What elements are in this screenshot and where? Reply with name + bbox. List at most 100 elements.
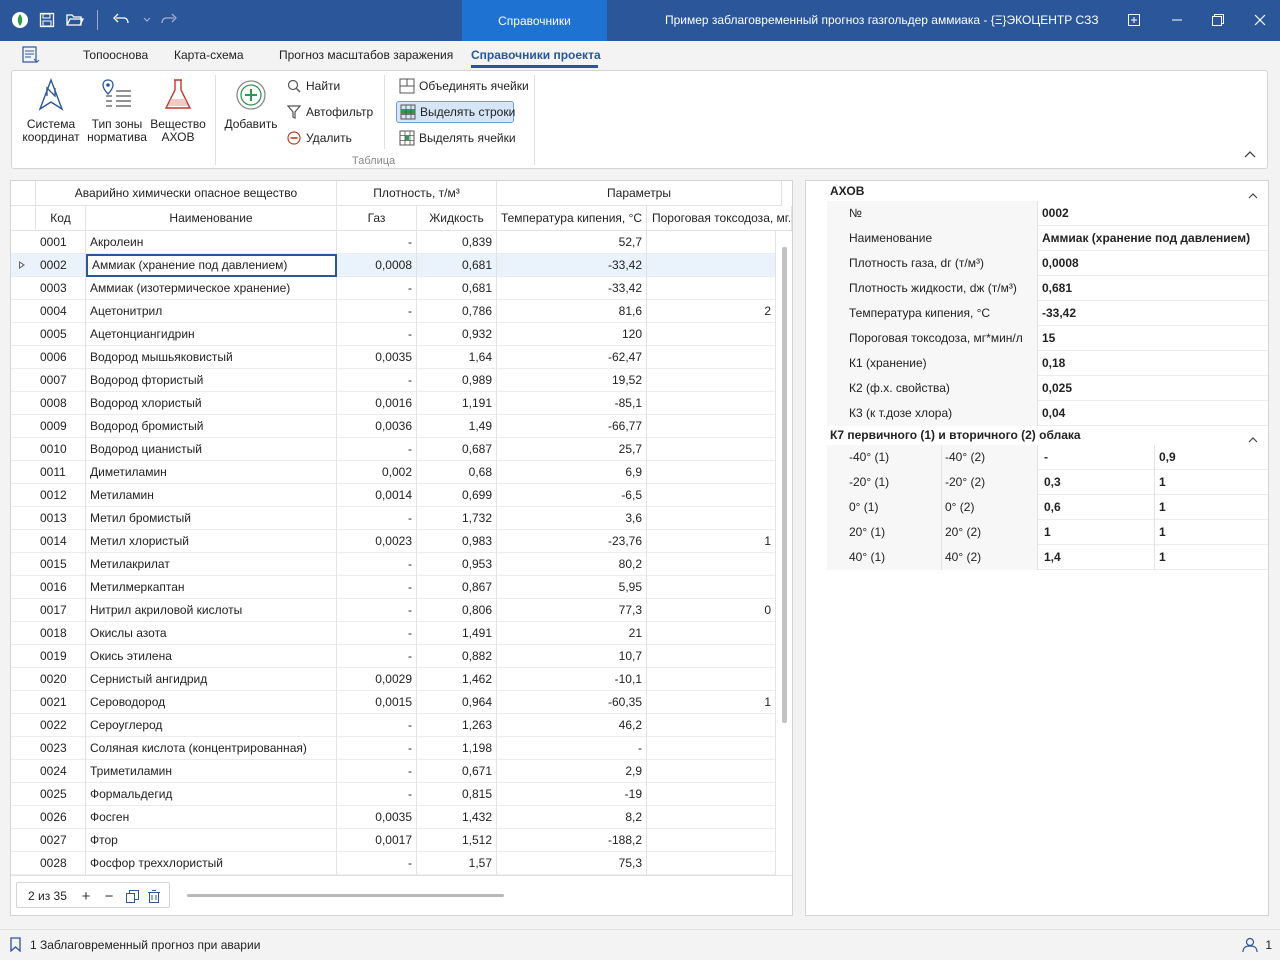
cell-gas[interactable]: 0,0035 — [337, 806, 417, 829]
table-row[interactable]: 0003 Аммиак (изотермическое хранение) -0,6… — [11, 277, 776, 300]
redo-icon[interactable] — [159, 10, 179, 30]
cell-code[interactable]: 0009 — [36, 415, 86, 438]
cell-liquid[interactable]: 0,964 — [417, 691, 497, 714]
cell-name[interactable]: Аммиак (хранение под давлением) — [86, 254, 337, 277]
undo-icon[interactable] — [111, 10, 131, 30]
cell-code[interactable]: 0005 — [36, 323, 86, 346]
open-folder-icon[interactable] — [65, 10, 85, 30]
cell-gas[interactable]: - — [337, 323, 417, 346]
col-header-boiling[interactable]: Температура кипения, °С — [497, 206, 647, 231]
cell-liquid[interactable]: 0,68 — [417, 461, 497, 484]
table-row[interactable]: 0001 Акролеин -0,839 52,7 — [11, 231, 776, 254]
cell-tox[interactable] — [647, 254, 776, 277]
merge-cells-button[interactable]: Объединять ячейки — [396, 75, 532, 97]
cell-code[interactable]: 0007 — [36, 369, 86, 392]
cell-liquid[interactable]: 0,681 — [417, 254, 497, 277]
cell-code[interactable]: 0014 — [36, 530, 86, 553]
cell-tox[interactable] — [647, 461, 776, 484]
horizontal-scrollbar[interactable] — [187, 894, 504, 897]
cell-code[interactable]: 0015 — [36, 553, 86, 576]
cell-tox[interactable] — [647, 438, 776, 461]
users-icon[interactable] — [1242, 937, 1260, 956]
k7-value[interactable]: 0,6 — [1038, 495, 1155, 520]
cell-tox[interactable] — [647, 783, 776, 806]
property-value[interactable]: Аммиак (хранение под давлением) — [1042, 231, 1251, 245]
k7-value[interactable]: 0,3 — [1038, 470, 1155, 495]
cell-boil[interactable]: 120 — [497, 323, 647, 346]
cell-gas[interactable]: 0,002 — [337, 461, 417, 484]
cell-code[interactable]: 0023 — [36, 737, 86, 760]
table-row[interactable]: 0018 Окислы азота -1,491 21 — [11, 622, 776, 645]
cell-tox[interactable] — [647, 576, 776, 599]
cell-boil[interactable]: 6,9 — [497, 461, 647, 484]
cell-boil[interactable]: -60,35 — [497, 691, 647, 714]
cell-liquid[interactable]: 0,699 — [417, 484, 497, 507]
property-row[interactable]: Плотность газа, dг (т/м³) 0,0008 — [827, 251, 1268, 276]
cell-code[interactable]: 0001 — [36, 231, 86, 254]
cell-liquid[interactable]: 1,57 — [417, 852, 497, 875]
remove-record-icon[interactable]: − — [104, 887, 114, 905]
cell-tox[interactable] — [647, 369, 776, 392]
table-row[interactable]: 0027 Фтор 0,0017 1,512 -188,2 — [11, 829, 776, 852]
table-row[interactable]: 0009 Водород бромистый 0,0036 1,49 -66,77 — [11, 415, 776, 438]
cell-code[interactable]: 0024 — [36, 760, 86, 783]
cell-liquid[interactable]: 1,198 — [417, 737, 497, 760]
table-row[interactable]: 0022 Сероуглерод -1,263 46,2 — [11, 714, 776, 737]
cell-boil[interactable]: 10,7 — [497, 645, 647, 668]
cell-liquid[interactable]: 1,512 — [417, 829, 497, 852]
cell-boil[interactable]: -33,42 — [497, 254, 647, 277]
cell-gas[interactable]: - — [337, 300, 417, 323]
ribbon-display-icon[interactable] — [1124, 10, 1144, 30]
cell-name[interactable]: Сероводород — [86, 691, 337, 714]
cell-boil[interactable]: -33,42 — [497, 277, 647, 300]
property-value[interactable]: -33,42 — [1042, 306, 1077, 320]
cell-liquid[interactable]: 1,491 — [417, 622, 497, 645]
cell-name[interactable]: Фосген — [86, 806, 337, 829]
cell-code[interactable]: 0013 — [36, 507, 86, 530]
save-icon[interactable] — [37, 10, 57, 30]
vertical-scrollbar[interactable] — [782, 247, 787, 723]
cell-tox[interactable] — [647, 806, 776, 829]
table-row[interactable]: 0024 Триметиламин -0,671 2,9 — [11, 760, 776, 783]
cell-tox[interactable] — [647, 852, 776, 875]
cell-tox[interactable] — [647, 829, 776, 852]
cell-gas[interactable]: - — [337, 277, 417, 300]
cell-boil[interactable]: 8,2 — [497, 806, 647, 829]
cell-liquid[interactable]: 0,671 — [417, 760, 497, 783]
cell-tox[interactable] — [647, 231, 776, 254]
table-row[interactable]: 0010 Водород цианистый -0,687 25,7 — [11, 438, 776, 461]
cell-tox[interactable] — [647, 323, 776, 346]
cell-liquid[interactable]: 0,983 — [417, 530, 497, 553]
cell-tox[interactable] — [647, 714, 776, 737]
table-row[interactable]: 0021 Сероводород 0,0015 0,964 -60,35 1 — [11, 691, 776, 714]
table-row[interactable]: 0005 Ацетонциангидрин -0,932 120 — [11, 323, 776, 346]
cell-gas[interactable]: 0,0036 — [337, 415, 417, 438]
table-row[interactable]: 0004 Ацетонитрил -0,786 81,6 2 — [11, 300, 776, 323]
k7-row[interactable]: 20° (1) 20° (2) 1 1 — [827, 520, 1268, 545]
cell-liquid[interactable]: 0,932 — [417, 323, 497, 346]
collapse-caret-icon[interactable] — [1248, 430, 1258, 443]
cell-liquid[interactable]: 0,786 — [417, 300, 497, 323]
cell-liquid[interactable]: 0,989 — [417, 369, 497, 392]
cell-liquid[interactable]: 1,263 — [417, 714, 497, 737]
cell-code[interactable]: 0020 — [36, 668, 86, 691]
table-row[interactable]: 0028 Фосфор треххлористый -1,57 75,3 — [11, 852, 776, 875]
add-button[interactable]: Добавить — [220, 77, 282, 131]
cell-liquid[interactable]: 0,839 — [417, 231, 497, 254]
cell-gas[interactable]: - — [337, 760, 417, 783]
cell-tox[interactable] — [647, 737, 776, 760]
k7-value[interactable]: 1 — [1038, 520, 1155, 545]
cell-tox[interactable]: 2 — [647, 300, 776, 323]
cell-gas[interactable]: - — [337, 507, 417, 530]
table-row[interactable]: 0011 Диметиламин 0,002 0,68 6,9 — [11, 461, 776, 484]
cell-gas[interactable]: 0,0008 — [337, 254, 417, 277]
table-row[interactable]: 0007 Водород фтористый -0,989 19,52 — [11, 369, 776, 392]
k7-value[interactable]: 1 — [1159, 525, 1166, 539]
cell-name[interactable]: Соляная кислота (концентрированная) — [86, 737, 337, 760]
cell-code[interactable]: 0010 — [36, 438, 86, 461]
cell-name[interactable]: Водород бромистый — [86, 415, 337, 438]
cell-code[interactable]: 0018 — [36, 622, 86, 645]
cell-name[interactable]: Водород хлористый — [86, 392, 337, 415]
select-rows-button[interactable]: Выделять строки — [396, 101, 515, 123]
cell-name[interactable]: Ацетонциангидрин — [86, 323, 337, 346]
